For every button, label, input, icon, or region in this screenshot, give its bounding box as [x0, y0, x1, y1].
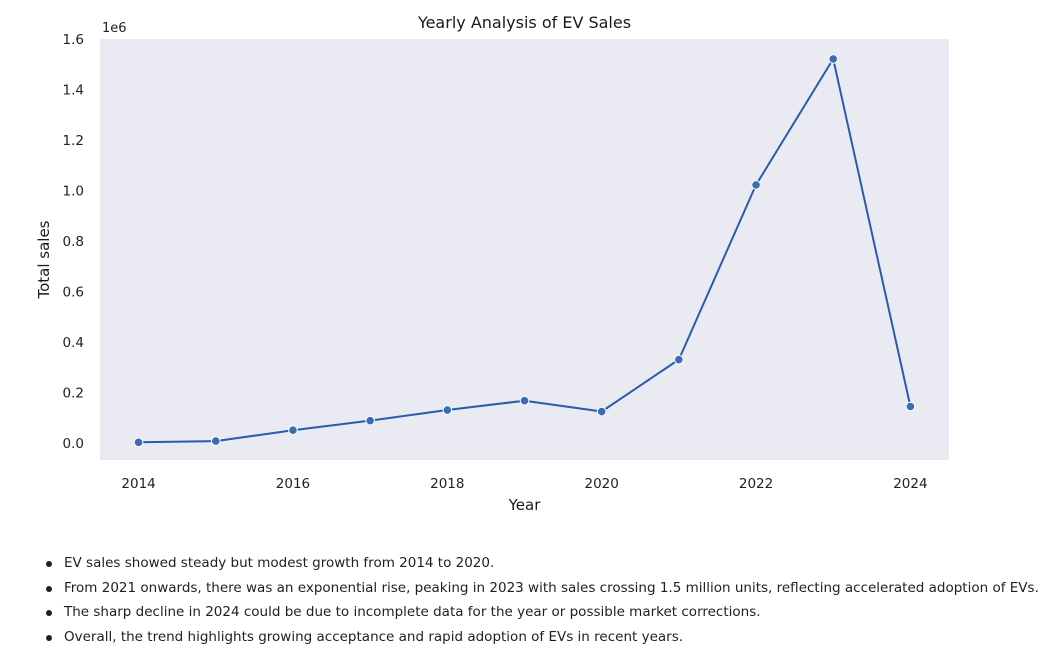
observation-item: From 2021 onwards, there was an exponent… [44, 576, 1039, 601]
data-point [365, 415, 375, 426]
line-chart: Yearly Analysis of EV Sales 1e6 Year Tot… [35, 13, 949, 514]
chart-title: Yearly Analysis of EV Sales [417, 13, 631, 32]
y-axis-ticks: 0.0 0.2 0.4 0.6 0.8 1.0 1.2 1.4 1.6 [63, 32, 84, 452]
bullet-icon [46, 561, 52, 567]
observation-text: EV sales showed steady but modest growth… [64, 555, 495, 571]
plot-area [100, 39, 949, 460]
x-tick-label: 2016 [276, 476, 310, 492]
x-tick-label: 2018 [430, 476, 464, 492]
data-point [828, 54, 839, 64]
x-axis-ticks: 2014 2016 2018 2020 2022 2024 [121, 476, 927, 492]
y-tick-label: 0.2 [63, 385, 84, 401]
observation-text: Overall, the trend highlights growing ac… [64, 628, 684, 645]
y-tick-label: 1.0 [63, 183, 84, 199]
observation-item: Overall, the trend highlights growing ac… [44, 625, 1039, 650]
data-point [288, 425, 298, 436]
data-point [596, 406, 607, 417]
bullet-icon [46, 610, 52, 616]
data-point [519, 395, 530, 406]
x-axis-label: Year [508, 496, 542, 514]
bullet-icon [46, 634, 52, 641]
y-axis-scale-label: 1e6 [102, 21, 127, 36]
x-tick-label: 2022 [739, 476, 773, 492]
data-point [133, 437, 144, 448]
observation-item: The sharp decline in 2024 could be due t… [44, 600, 1039, 625]
y-tick-label: 1.6 [63, 32, 84, 48]
observation-item: EV sales showed steady but modest growth… [44, 551, 1039, 576]
data-point [905, 401, 916, 412]
y-tick-label: 0.0 [63, 436, 84, 452]
data-point [751, 180, 761, 190]
x-tick-label: 2014 [121, 476, 155, 492]
data-point [210, 436, 221, 446]
x-tick-label: 2024 [893, 476, 927, 492]
y-axis-label: Total sales [35, 220, 53, 299]
data-point [674, 354, 684, 365]
observation-text: The sharp decline in 2024 could be due t… [64, 604, 761, 620]
x-tick-label: 2020 [585, 476, 619, 492]
observation-text: From 2021 onwards, there was an exponent… [64, 579, 1039, 596]
y-tick-label: 1.4 [63, 82, 84, 98]
y-tick-label: 0.8 [63, 234, 84, 250]
bullet-icon [46, 585, 52, 592]
y-tick-label: 0.4 [63, 335, 84, 351]
series-total-sales [133, 54, 916, 448]
data-point [442, 405, 453, 415]
observations-list: EV sales showed steady but modest growth… [44, 551, 1039, 649]
y-tick-label: 0.6 [63, 284, 84, 300]
y-tick-label: 1.2 [63, 133, 84, 149]
